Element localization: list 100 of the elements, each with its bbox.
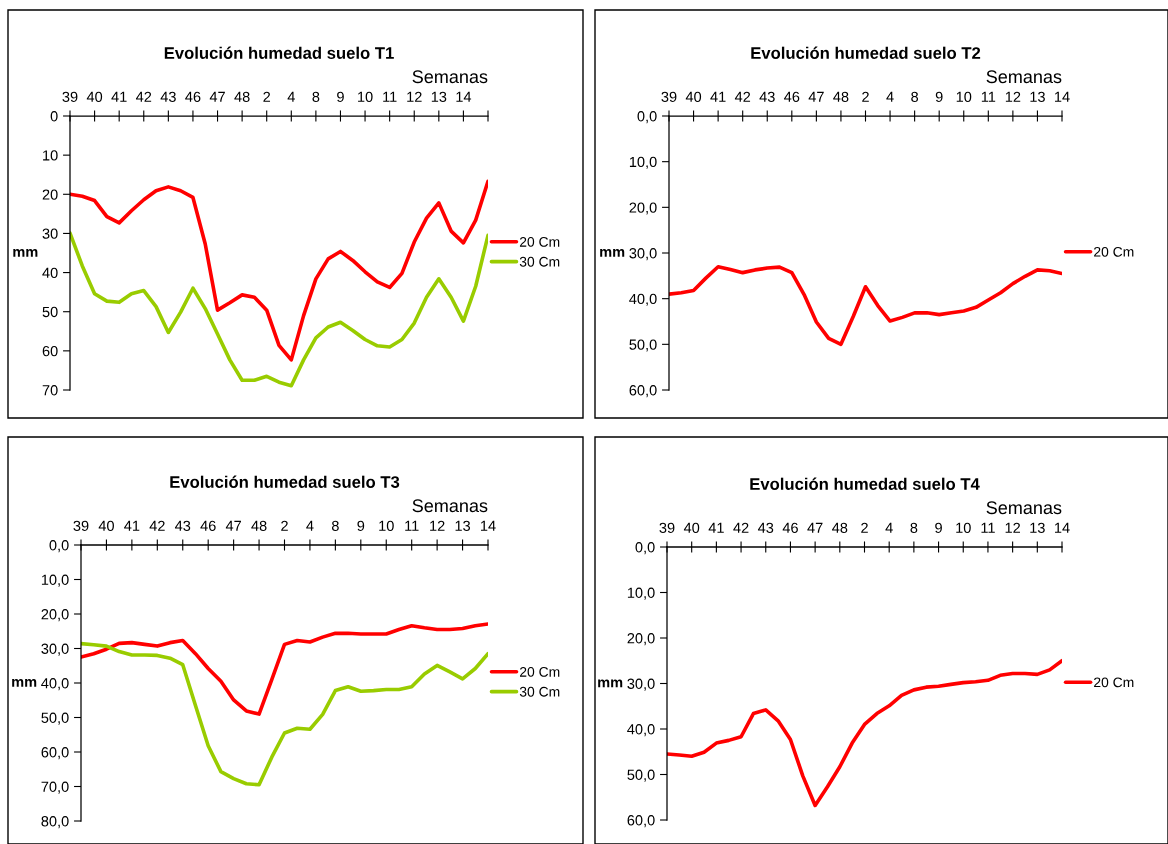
x-tick-label: 42 (734, 91, 751, 102)
x-tick-label: 46 (200, 520, 216, 532)
legend-label: 20 Cm (519, 236, 560, 247)
x-tick-label: 2 (281, 520, 288, 531)
x-tick-label: 39 (73, 520, 89, 532)
x-tick-label: 42 (733, 522, 749, 533)
x-tick-label: 47 (225, 520, 241, 531)
x-tick-label: 40 (98, 520, 114, 532)
x-tick-label: 13 (1030, 91, 1045, 103)
y-tick-label: 0,0 (49, 540, 69, 553)
x-tick-label: 14 (481, 520, 496, 531)
x-tick-label: 8 (331, 520, 339, 532)
y-tick-label: 50,0 (629, 339, 657, 352)
y-tick-label: 40 (42, 267, 58, 278)
chart-title: Evolución humedad suelo T2 (751, 46, 981, 59)
x-tick-label: 4 (287, 91, 295, 102)
y-tick-label: 20,0 (627, 633, 655, 646)
x-tick-label: 9 (935, 91, 943, 103)
y-tick-label: 30 (42, 228, 58, 239)
x-tick-label: 40 (683, 522, 700, 534)
x-axis-title: Semanas (412, 499, 488, 513)
y-tick-label: 40,0 (41, 678, 69, 691)
x-tick-label: 2 (861, 522, 868, 533)
y-tick-label: 70 (42, 385, 58, 396)
x-tick-label: 42 (135, 91, 152, 102)
y-tick-label: 30,0 (629, 248, 657, 261)
y-tick-label: 70,0 (41, 781, 69, 794)
x-tick-label: 41 (708, 522, 724, 533)
y-axis-title: mm (12, 678, 37, 687)
legend-label: 20 Cm (1094, 246, 1134, 257)
y-tick-label: 0,0 (637, 111, 657, 124)
x-tick-label: 14 (1055, 91, 1070, 102)
x-tick-label: 8 (312, 91, 320, 103)
y-tick-label: 0,0 (635, 542, 655, 555)
y-tick-label: 10,0 (627, 587, 655, 600)
x-tick-label: 39 (659, 522, 675, 534)
x-tick-label: 8 (910, 522, 918, 534)
line-series (70, 179, 488, 362)
y-tick-label: 60 (42, 345, 58, 357)
x-tick-label: 10 (956, 522, 971, 534)
x-tick-label: 12 (407, 91, 422, 102)
y-tick-label: 20,0 (629, 202, 657, 215)
y-tick-label: 40,0 (627, 724, 655, 737)
y-tick-label: 30,0 (41, 643, 69, 656)
x-tick-label: 14 (456, 91, 472, 102)
x-tick-label: 11 (981, 91, 996, 102)
x-tick-label: 39 (62, 91, 78, 103)
y-axis-title: mm (13, 248, 38, 257)
x-tick-label: 9 (357, 520, 365, 532)
x-tick-label: 43 (160, 91, 176, 103)
x-tick-label: 41 (124, 520, 140, 531)
x-tick-label: 12 (1005, 91, 1021, 102)
y-tick-label: 80,0 (41, 816, 69, 829)
x-tick-label: 4 (886, 91, 894, 102)
x-tick-label: 2 (263, 91, 271, 102)
x-tick-label: 9 (935, 522, 942, 534)
x-tick-label: 43 (174, 520, 191, 532)
y-axis-title: mm (598, 679, 623, 688)
y-tick-label: 50,0 (627, 769, 655, 782)
x-tick-label: 47 (808, 91, 824, 102)
x-axis-title: Semanas (412, 70, 488, 84)
x-axis-title: Semanas (986, 70, 1062, 84)
x-tick-label: 4 (306, 520, 314, 531)
x-tick-label: 40 (86, 91, 103, 103)
x-tick-label: 46 (784, 91, 800, 103)
x-tick-label: 10 (358, 91, 373, 103)
x-tick-label: 9 (337, 91, 344, 103)
x-tick-label: 42 (149, 520, 165, 531)
y-tick-label: 50 (42, 306, 58, 318)
x-tick-label: 13 (1030, 522, 1045, 534)
y-tick-label: 30,0 (627, 678, 655, 691)
x-axis-title: Semanas (986, 501, 1062, 515)
line-series (81, 622, 488, 716)
x-tick-label: 47 (807, 522, 823, 533)
legend-label: 30 Cm (519, 686, 560, 697)
x-tick-label: 10 (956, 91, 972, 103)
y-tick-label: 50,0 (41, 712, 69, 725)
y-tick-label: 60,0 (629, 385, 657, 398)
x-tick-label: 2 (862, 91, 869, 102)
x-tick-label: 13 (431, 91, 447, 103)
y-tick-label: 40,0 (629, 293, 657, 306)
y-axis-title: mm (600, 248, 625, 257)
y-tick-label: 0 (50, 111, 58, 122)
x-tick-label: 39 (661, 91, 677, 103)
y-tick-label: 10,0 (629, 156, 657, 169)
y-tick-label: 20 (42, 189, 58, 200)
x-tick-label: 48 (251, 520, 267, 532)
y-tick-label: 10 (43, 150, 58, 161)
x-tick-label: 46 (185, 91, 201, 103)
x-tick-label: 43 (757, 522, 774, 534)
x-tick-label: 48 (832, 522, 848, 534)
x-tick-label: 8 (911, 91, 919, 103)
chart-title: Evolución humedad suelo T3 (170, 475, 400, 488)
x-tick-label: 40 (685, 91, 702, 103)
x-tick-label: 48 (833, 91, 849, 103)
line-series (667, 658, 1062, 808)
line-series (81, 641, 488, 787)
x-tick-label: 12 (430, 520, 445, 531)
x-tick-label: 13 (455, 520, 471, 532)
y-tick-label: 20,0 (41, 609, 69, 622)
